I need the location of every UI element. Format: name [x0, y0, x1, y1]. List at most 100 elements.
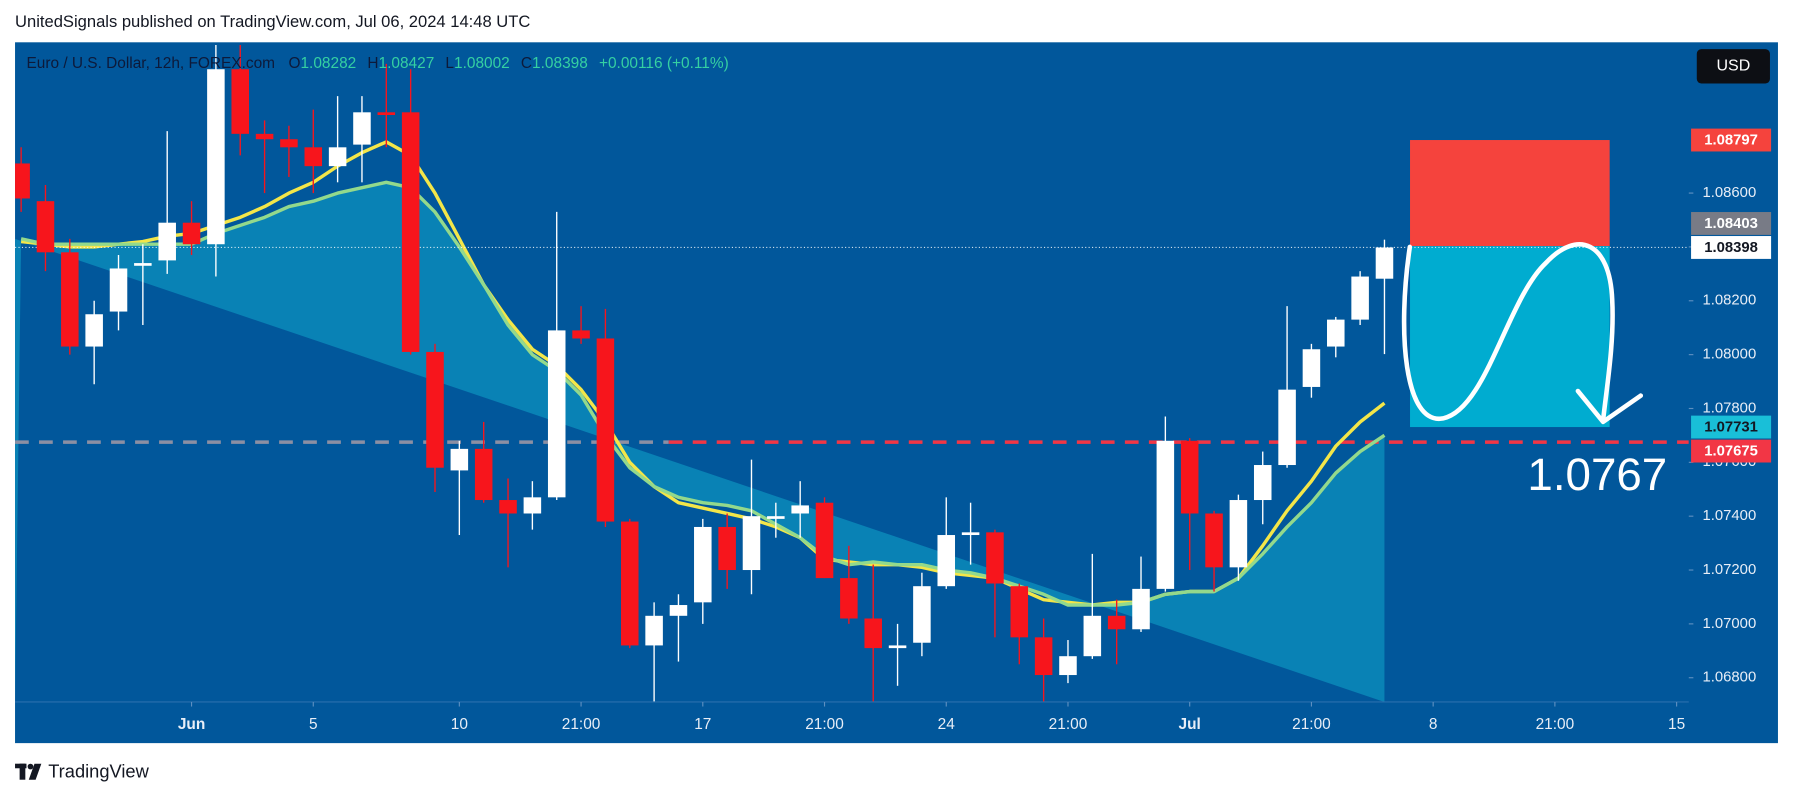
y-tick-label: 1.08000: [1703, 347, 1757, 363]
candle-body: [304, 147, 323, 167]
candle-body: [1059, 656, 1077, 676]
symbol-legend: Euro / U.S. Dollar, 12h, FOREX.com O1.08…: [26, 55, 728, 72]
price-label-box: [1691, 236, 1772, 259]
candle-body: [888, 645, 907, 649]
price-label: 1.07675: [1704, 444, 1758, 460]
footer-logo-text: TradingView: [48, 761, 149, 782]
candle-body: [1205, 513, 1223, 568]
x-tick-label: 21:00: [1536, 716, 1575, 733]
candle-body: [36, 201, 55, 253]
stop-zone: [1410, 140, 1610, 247]
candle-body: [61, 252, 79, 347]
price-label-box: [1691, 415, 1772, 439]
candle-body: [1034, 637, 1053, 676]
symbol-title: Euro / U.S. Dollar, 12h, FOREX.com: [26, 55, 275, 72]
candle-body: [207, 69, 225, 245]
candle-body: [1180, 440, 1199, 514]
candle-body: [718, 526, 736, 571]
candle-body: [547, 330, 566, 498]
candle-body: [669, 605, 688, 616]
candle-body: [840, 578, 858, 619]
candle-body: [986, 532, 1004, 584]
candle-body: [134, 263, 152, 266]
legend-letter: H: [367, 55, 378, 72]
x-tick-label: 21:00: [805, 716, 844, 733]
legend-letter: O: [288, 55, 300, 72]
candle-body: [937, 535, 956, 587]
candle-body: [815, 502, 834, 579]
price-label-box: [1691, 212, 1772, 235]
candle-body: [109, 268, 128, 312]
currency-label[interactable]: USD: [1716, 58, 1750, 75]
legend-letter: L: [445, 55, 454, 72]
candle-body: [401, 112, 420, 352]
candle-body: [767, 516, 785, 519]
ma-line: [20, 180, 1386, 607]
candle-body: [620, 521, 639, 646]
ma-area: [15, 182, 1385, 702]
candle-body: [1351, 276, 1369, 320]
candle-body: [1132, 588, 1150, 630]
candle-body: [694, 526, 712, 603]
price-label-box: [1691, 128, 1772, 152]
candle-body: [1010, 586, 1029, 638]
legend-value: 1.08002: [454, 55, 510, 72]
candle-body: [1107, 615, 1126, 630]
x-tick-label: 21:00: [562, 716, 601, 733]
footer-logo-mark: [15, 763, 42, 780]
x-tick-label: 10: [451, 716, 468, 733]
legend-value: 1.08282: [300, 55, 356, 72]
candle-body: [864, 618, 882, 649]
price-label: 1.08797: [1704, 133, 1758, 149]
candle-body: [791, 505, 809, 514]
plot-area: [15, 44, 1689, 702]
price-axis: 1.068001.070001.072001.074001.076001.078…: [1688, 128, 1772, 686]
candle-body: [450, 448, 469, 471]
candle-body: [1083, 615, 1102, 657]
candle-body: [499, 500, 517, 514]
candle-body: [596, 338, 615, 522]
candle-body: [474, 448, 493, 501]
publish-header: UnitedSignals published on TradingView.c…: [15, 12, 530, 31]
y-tick-label: 1.07400: [1703, 508, 1757, 524]
candle-body: [85, 314, 103, 347]
candle-body: [645, 615, 663, 646]
logo-slash: [28, 763, 42, 780]
candle-body: [913, 586, 931, 643]
price-label: 1.08403: [1704, 216, 1758, 232]
y-tick-label: 1.07800: [1703, 400, 1757, 416]
x-tick-label: 5: [309, 716, 318, 733]
y-tick-label: 1.07000: [1703, 616, 1757, 632]
candle-body: [572, 330, 590, 339]
candle-body: [1253, 465, 1272, 501]
candle-body: [1278, 389, 1296, 466]
x-tick-label: Jun: [178, 716, 205, 733]
candle-body: [15, 163, 30, 199]
x-tick-label: 21:00: [1049, 716, 1088, 733]
target-zone: [1410, 246, 1610, 428]
candle-body: [328, 147, 347, 167]
legend-value: 1.08398: [532, 55, 588, 72]
logo-dot: [27, 763, 34, 770]
candle-body: [426, 351, 444, 468]
currency-button[interactable]: [1696, 49, 1770, 84]
legend-value: 1.08427: [379, 55, 435, 72]
candle-body: [1375, 247, 1394, 279]
x-tick-label: 8: [1429, 716, 1438, 733]
logo-stem: [19, 763, 26, 780]
price-label-box: [1691, 439, 1772, 463]
y-tick-label: 1.06800: [1703, 670, 1757, 686]
legend-letter: C: [521, 55, 532, 72]
price-label: 1.08398: [1704, 240, 1758, 256]
candle-body: [1156, 440, 1175, 589]
legend-change: +0.00116 (+0.11%): [599, 55, 729, 72]
x-tick-label: Jul: [1179, 716, 1201, 733]
y-tick-label: 1.07200: [1703, 562, 1757, 578]
candle-body: [961, 532, 980, 536]
candle-body: [280, 139, 298, 148]
candle-body: [523, 497, 542, 514]
x-tick-label: 15: [1668, 716, 1685, 733]
candle-body: [255, 133, 274, 140]
